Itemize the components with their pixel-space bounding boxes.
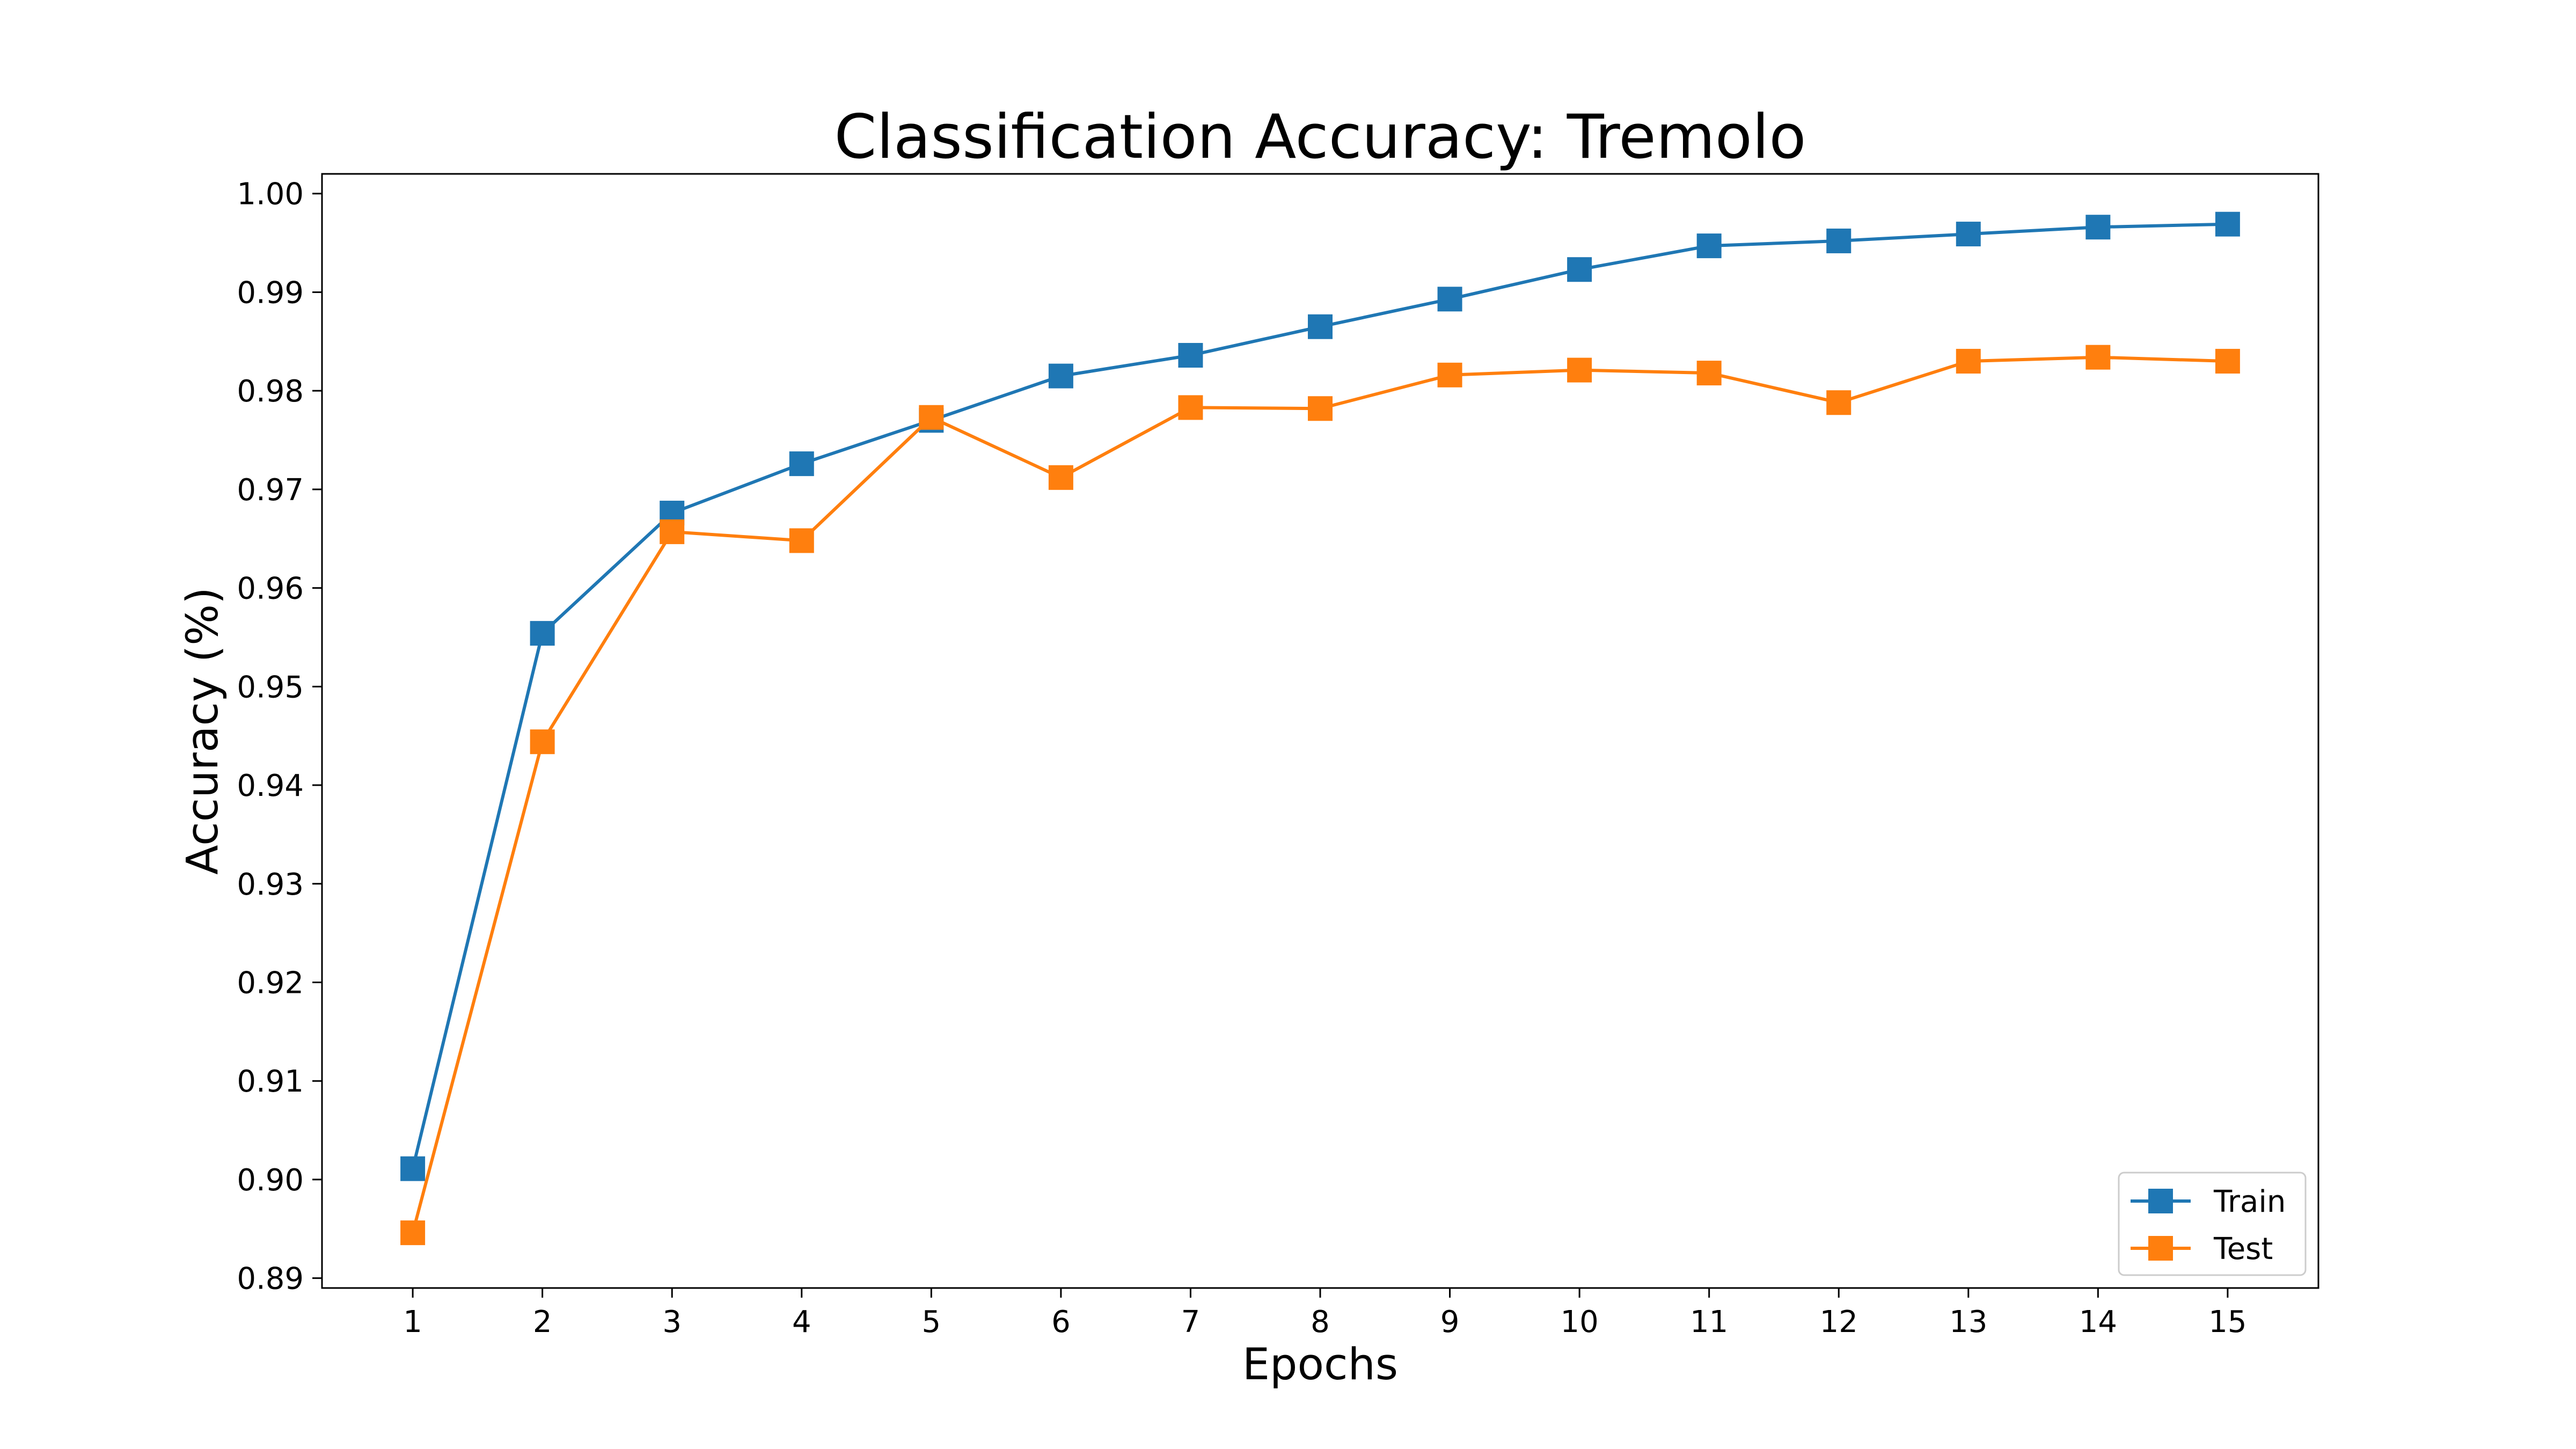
x-tick-label: 1 xyxy=(403,1305,422,1340)
series-layer xyxy=(400,211,2240,1246)
data-point-train xyxy=(1178,343,1203,368)
y-tick-label: 0.95 xyxy=(237,670,304,705)
data-point-test xyxy=(530,729,555,755)
x-tick-label: 4 xyxy=(792,1305,811,1340)
y-tick-label: 0.94 xyxy=(237,769,304,803)
legend: Train Test xyxy=(2118,1172,2307,1276)
y-tick-label: 1.00 xyxy=(237,177,304,212)
y-tick-label: 0.90 xyxy=(237,1163,304,1198)
y-tick-label: 0.89 xyxy=(237,1262,304,1297)
y-tick-label: 0.97 xyxy=(237,473,304,508)
data-point-test xyxy=(1308,396,1333,421)
x-tick-label: 13 xyxy=(1949,1305,1987,1340)
x-tick-label: 11 xyxy=(1690,1305,1728,1340)
y-tick-label: 0.98 xyxy=(237,374,304,409)
x-axis-label: Epochs xyxy=(1242,1340,1398,1390)
x-tick-label: 12 xyxy=(1820,1305,1858,1340)
y-axis-label: Accuracy (%) xyxy=(178,587,228,875)
data-point-train xyxy=(1567,257,1592,282)
data-point-train xyxy=(1826,228,1851,253)
x-tick-label: 15 xyxy=(2208,1305,2246,1340)
data-point-test xyxy=(1826,390,1851,415)
y-tick-label: 0.91 xyxy=(237,1064,304,1099)
legend-label-test: Test xyxy=(2213,1232,2273,1267)
data-point-test xyxy=(660,519,685,544)
chart-title: Classification Accuracy: Tremolo xyxy=(835,101,1806,172)
y-tick-label: 0.93 xyxy=(237,867,304,902)
x-tick-label: 2 xyxy=(533,1305,552,1340)
x-tick-label: 5 xyxy=(922,1305,941,1340)
data-point-train xyxy=(1437,287,1462,312)
data-point-train xyxy=(2085,215,2111,240)
y-ticks: 0.89 0.90 0.91 0.92 0.93 0.94 0.95 0.96 0.97 0.98… xyxy=(237,177,322,1297)
y-tick-label: 0.96 xyxy=(237,572,304,606)
x-tick-label: 7 xyxy=(1181,1305,1201,1340)
data-point-test xyxy=(400,1220,426,1246)
x-tick-label: 3 xyxy=(662,1305,682,1340)
legend-marker-test xyxy=(2148,1236,2173,1261)
legend-marker-train xyxy=(2148,1189,2173,1213)
data-point-train xyxy=(530,621,555,646)
data-point-test xyxy=(919,405,944,430)
data-point-train xyxy=(2215,211,2240,237)
legend-label-train: Train xyxy=(2213,1184,2286,1219)
y-tick-label: 0.99 xyxy=(237,275,304,310)
data-point-train xyxy=(1696,233,1722,259)
data-point-test xyxy=(1048,465,1073,490)
data-point-train xyxy=(1956,222,1981,247)
data-point-train xyxy=(400,1156,426,1181)
x-ticks: 1 2 3 4 5 6 7 8 9 10 11 12 13 14 15 xyxy=(403,1288,2247,1340)
data-point-train xyxy=(1308,314,1333,339)
data-point-test xyxy=(1437,362,1462,387)
plot-frame xyxy=(321,173,2319,1289)
x-tick-label: 8 xyxy=(1311,1305,1330,1340)
data-point-test xyxy=(789,528,814,553)
data-point-test xyxy=(2215,349,2240,374)
data-point-test xyxy=(2085,345,2111,370)
data-point-test xyxy=(1696,361,1722,386)
x-tick-label: 14 xyxy=(2079,1305,2117,1340)
y-tick-label: 0.92 xyxy=(237,965,304,1000)
data-point-train xyxy=(1048,363,1073,389)
data-point-test xyxy=(1178,395,1203,420)
data-point-train xyxy=(789,451,814,477)
plot-area xyxy=(322,174,2318,1288)
x-tick-label: 9 xyxy=(1440,1305,1460,1340)
data-point-test xyxy=(1956,349,1981,374)
data-point-test xyxy=(1567,357,1592,383)
x-tick-label: 6 xyxy=(1051,1305,1071,1340)
x-tick-label: 10 xyxy=(1560,1305,1598,1340)
